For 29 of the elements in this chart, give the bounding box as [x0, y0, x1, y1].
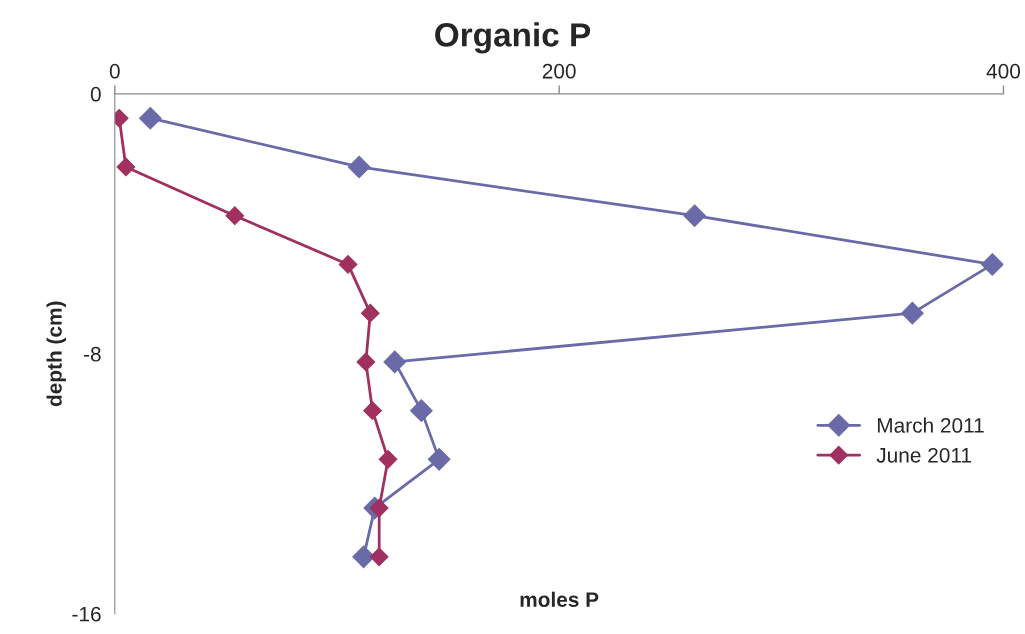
point — [901, 301, 924, 325]
x-tick-label: 400 — [986, 63, 1021, 79]
chart-title: Organic P — [435, 22, 591, 54]
legend-label: June 2011 — [876, 447, 972, 463]
y-tick-label: 0 — [90, 86, 101, 102]
point — [981, 253, 1004, 276]
point — [116, 157, 136, 177]
point — [363, 401, 382, 420]
point — [352, 545, 375, 569]
point — [683, 204, 706, 227]
point — [139, 106, 162, 130]
y-tick-label: -8 — [84, 346, 101, 362]
point — [356, 352, 376, 372]
y-axis-title: depth (cm) — [46, 301, 66, 407]
point — [383, 350, 407, 374]
point — [369, 498, 389, 518]
point — [410, 399, 433, 422]
point — [427, 448, 451, 471]
x-tick-label: 0 — [109, 63, 120, 79]
point — [369, 547, 389, 567]
point — [338, 255, 358, 274]
x-axis-title: moles P — [520, 591, 599, 607]
x-tick-label: 200 — [542, 63, 576, 79]
point — [225, 206, 245, 226]
point — [360, 303, 380, 323]
point — [378, 450, 398, 469]
y-tick-label: -16 — [72, 606, 101, 622]
legend-label: March 2011 — [877, 417, 984, 433]
point — [347, 155, 371, 179]
